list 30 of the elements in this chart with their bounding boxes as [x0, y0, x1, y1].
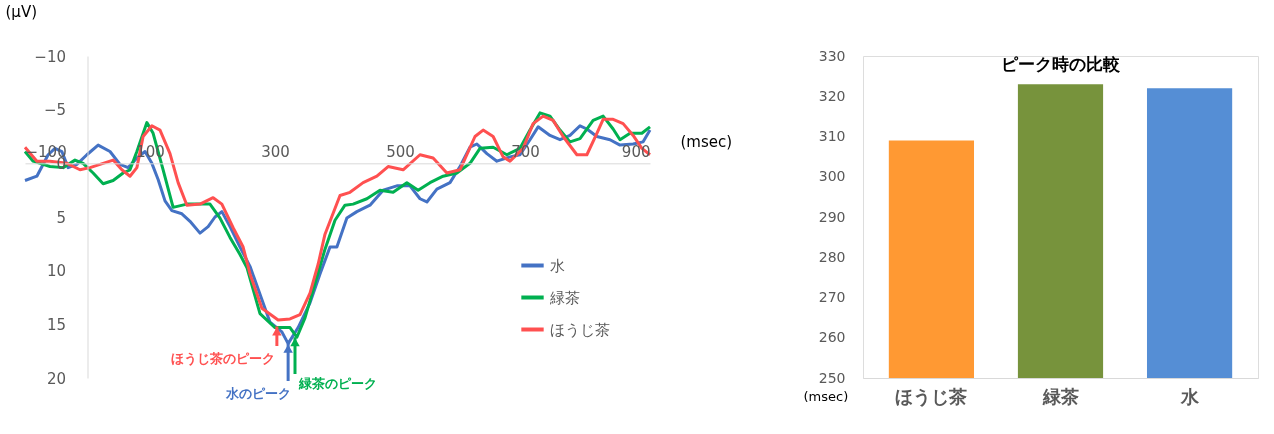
x-axis-title: (msec) — [680, 132, 733, 151]
y-tick-label: −10 — [34, 47, 66, 66]
x-tick-label: 緑茶 — [1041, 385, 1079, 407]
y-tick-label: 250 — [818, 369, 846, 386]
y-tick-label: 10 — [46, 262, 66, 281]
y-tick-label: 15 — [46, 315, 66, 334]
annotation: 緑茶のピーク — [298, 376, 377, 391]
y-tick-label: 280 — [818, 248, 846, 265]
legend-label: ほうじ茶 — [550, 320, 610, 339]
y-axis-title: (msec) — [803, 388, 849, 404]
x-tick-label: ほうじ茶 — [895, 385, 968, 407]
annotation: 水のピーク — [224, 386, 291, 401]
legend-label: 水 — [550, 256, 565, 275]
y-tick-label: 300 — [818, 168, 846, 185]
annotation: ほうじ茶のピーク — [170, 351, 275, 366]
y-tick-label: 260 — [818, 329, 846, 346]
y-tick-label: 270 — [818, 289, 846, 305]
x-tick-label: 500 — [386, 142, 415, 161]
y-tick-label: 5 — [56, 208, 66, 227]
y-tick-label: 310 — [818, 128, 846, 144]
y-tick-label: 20 — [46, 369, 66, 388]
x-tick-label: 300 — [261, 142, 290, 161]
x-tick-label: 水 — [1179, 385, 1200, 407]
y-tick-label: 330 — [818, 47, 846, 64]
y-axis-title: (μV) — [5, 2, 38, 21]
y-tick-label: 290 — [818, 208, 846, 225]
legend-label: 緑茶 — [549, 288, 580, 307]
y-tick-label: 320 — [818, 87, 846, 104]
y-tick-label: −5 — [43, 101, 66, 120]
chart-title: ピーク時の比較 — [1001, 54, 1121, 74]
